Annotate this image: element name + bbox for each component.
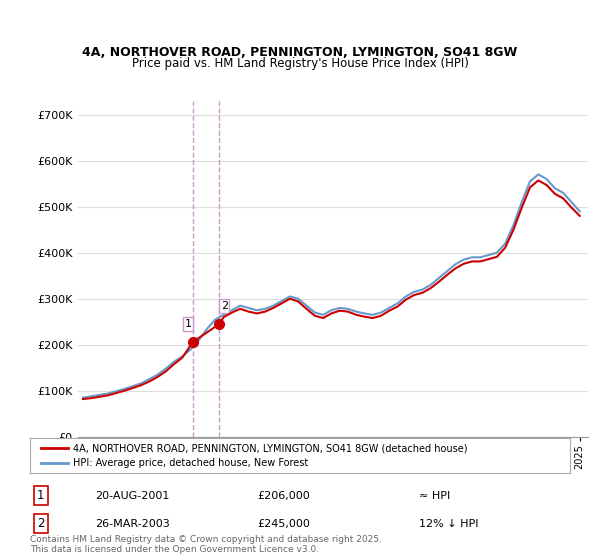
Text: £245,000: £245,000 [257, 519, 310, 529]
Text: £206,000: £206,000 [257, 491, 310, 501]
Text: HPI: Average price, detached house, New Forest: HPI: Average price, detached house, New … [73, 459, 308, 469]
Text: ≈ HPI: ≈ HPI [419, 491, 450, 501]
Text: Contains HM Land Registry data © Crown copyright and database right 2025.
This d: Contains HM Land Registry data © Crown c… [30, 535, 382, 554]
Text: 20-AUG-2001: 20-AUG-2001 [95, 491, 169, 501]
Text: Price paid vs. HM Land Registry's House Price Index (HPI): Price paid vs. HM Land Registry's House … [131, 57, 469, 70]
Text: 2: 2 [221, 301, 228, 311]
Text: 4A, NORTHOVER ROAD, PENNINGTON, LYMINGTON, SO41 8GW: 4A, NORTHOVER ROAD, PENNINGTON, LYMINGTO… [82, 46, 518, 59]
Text: 1: 1 [37, 489, 44, 502]
Text: 26-MAR-2003: 26-MAR-2003 [95, 519, 170, 529]
Text: 4A, NORTHOVER ROAD, PENNINGTON, LYMINGTON, SO41 8GW (detached house): 4A, NORTHOVER ROAD, PENNINGTON, LYMINGTO… [73, 443, 468, 453]
Text: 12% ↓ HPI: 12% ↓ HPI [419, 519, 478, 529]
Text: 2: 2 [37, 517, 44, 530]
Text: 1: 1 [184, 319, 191, 329]
